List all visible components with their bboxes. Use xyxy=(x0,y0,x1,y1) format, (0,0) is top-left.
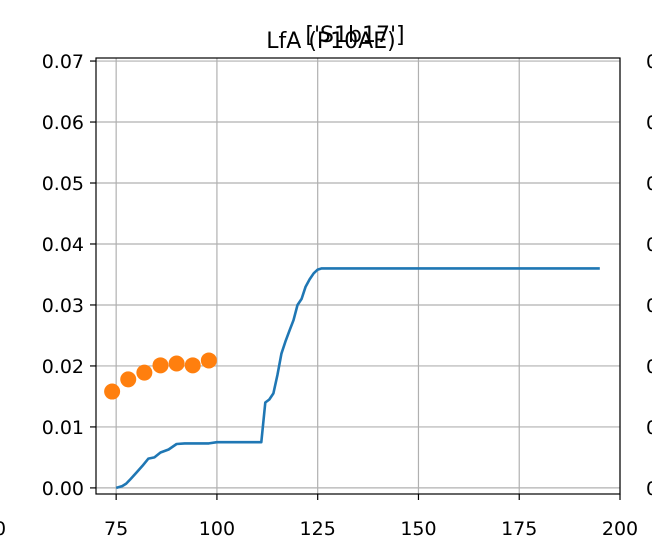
clipped-y-tick-label: 0 xyxy=(646,417,652,439)
scatter-point xyxy=(184,357,201,374)
y-tick-label: 0.04 xyxy=(42,234,84,256)
y-tick-label: 0.02 xyxy=(42,356,84,378)
x-tick-label: 75 xyxy=(104,518,128,540)
clipped-y-tick-label: 0 xyxy=(646,356,652,378)
clipped-y-tick-label: 0 xyxy=(646,51,652,73)
x-tick-label: 125 xyxy=(300,518,336,540)
x-tick-label: 100 xyxy=(199,518,235,540)
grid xyxy=(96,58,621,494)
y-tick-label: 0.06 xyxy=(42,112,84,134)
chart-title-overlap: ['S1b17'] xyxy=(305,23,404,48)
y-tick-label: 0.03 xyxy=(42,295,84,317)
clipped-x-tick-label: 0 xyxy=(0,518,6,540)
scatter-point xyxy=(152,357,169,374)
axes-frame xyxy=(95,57,621,495)
clipped-y-tick-label: 0 xyxy=(646,112,652,134)
clipped-right-labels: 0 0 0 0 0 0 0 0 xyxy=(646,51,652,500)
x-axis: 75 100 125 150 175 200 xyxy=(104,494,638,540)
scatter-point xyxy=(104,383,121,400)
scatter-point xyxy=(136,364,153,381)
scatter-point xyxy=(120,371,137,388)
clipped-y-tick-label: 0 xyxy=(646,295,652,317)
y-tick-label: 0.07 xyxy=(42,51,84,73)
clipped-y-tick-label: 0 xyxy=(646,234,652,256)
x-tick-label: 175 xyxy=(501,518,537,540)
y-tick-label: 0.01 xyxy=(42,417,84,439)
x-tick-label: 200 xyxy=(602,518,638,540)
series-line xyxy=(115,267,600,490)
scatter-point xyxy=(168,355,185,372)
y-axis: 0.00 0.01 0.02 0.03 0.04 0.05 0.06 0.07 xyxy=(42,51,96,500)
y-tick-label: 0.05 xyxy=(42,173,84,195)
clipped-y-tick-label: 0 xyxy=(646,478,652,500)
x-tick-label: 150 xyxy=(400,518,436,540)
clipped-y-tick-label: 0 xyxy=(646,173,652,195)
chart-title: LfA (P10AE) xyxy=(266,29,395,54)
scatter-point xyxy=(200,352,217,369)
y-tick-label: 0.00 xyxy=(42,478,84,500)
plot-area xyxy=(104,267,600,490)
